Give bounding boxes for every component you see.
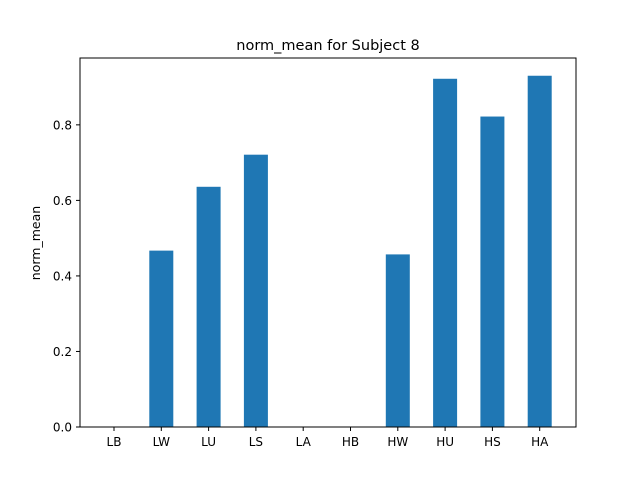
y-ticks-group: 0.0 0.2 0.4 0.6 0.8: [53, 118, 80, 435]
y-tick-label: 0.0: [53, 421, 72, 435]
chart-title: norm_mean for Subject 8: [236, 38, 419, 54]
x-tick-label: LA: [296, 435, 312, 449]
bar-lw: [149, 250, 174, 427]
y-axis-label: norm_mean: [28, 206, 43, 280]
bars-group: [149, 75, 552, 428]
y-tick-label: 0.8: [53, 118, 72, 132]
y-tick-label: 0.6: [53, 194, 72, 208]
x-tick-label: HW: [387, 435, 408, 449]
bar-ls: [243, 154, 268, 427]
bar-hu: [433, 78, 458, 428]
bar-ha: [527, 75, 552, 427]
x-tick-label: HA: [531, 435, 549, 449]
x-tick-label: LB: [107, 435, 122, 449]
x-tick-label: HB: [342, 435, 359, 449]
x-tick-label: LS: [249, 435, 263, 449]
bar-hw: [385, 254, 410, 427]
bar-lu: [196, 186, 221, 427]
x-tick-label: HS: [484, 435, 501, 449]
x-ticks-group: LB LW LU LS LA HB HW HU HS HA: [107, 427, 549, 449]
y-tick-label: 0.2: [53, 345, 72, 359]
x-tick-label: LW: [153, 435, 171, 449]
x-tick-label: HU: [436, 435, 454, 449]
bar-hs: [480, 116, 505, 427]
x-tick-label: LU: [201, 435, 216, 449]
plot-frame: [79, 57, 577, 428]
y-tick-label: 0.4: [53, 269, 72, 283]
